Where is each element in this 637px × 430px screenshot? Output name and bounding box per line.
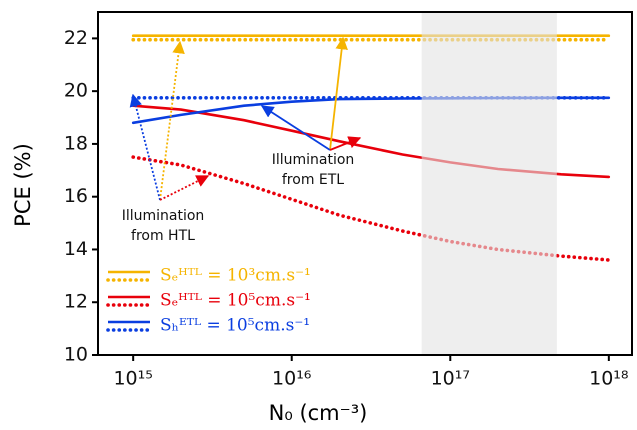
- x-tick-label: 10¹⁷: [431, 368, 470, 390]
- y-axis-label: PCE (%): [11, 143, 35, 227]
- y-tick-label: 18: [64, 132, 88, 154]
- y-tick-label: 12: [64, 291, 88, 313]
- annotation-arrows: [129, 36, 362, 201]
- legend-label: Sₑᴴᵀᴸ = 10³cm.s⁻¹: [160, 266, 311, 286]
- annotation: from HTL: [131, 228, 195, 244]
- y-tick-label: 22: [64, 27, 88, 49]
- annotation: Illumination: [272, 152, 355, 168]
- y-tick-label: 20: [64, 80, 88, 102]
- legend-label: Sₕᴱᵀᴸ = 10⁵cm.s⁻¹: [160, 316, 310, 336]
- y-tick-label: 10: [64, 344, 88, 366]
- y-tick-label: 14: [64, 238, 88, 260]
- x-tick-label: 10¹⁶: [272, 368, 311, 390]
- x-tick-label: 10¹⁸: [589, 368, 628, 390]
- x-axis-label: N₀ (cm⁻³): [269, 401, 368, 425]
- annotation: from ETL: [282, 172, 344, 188]
- axes-frame: [97, 11, 633, 356]
- x-tick-label: 10¹⁵: [113, 368, 152, 390]
- legend-label: Sₑᴴᵀᴸ = 10⁵cm.s⁻¹: [160, 291, 311, 311]
- shaded-region: [421, 12, 557, 355]
- plot-area: 10 12 14 16 18 20 22 10¹⁵ 10¹⁶ 10¹⁷ 10¹⁸ Sₑᴴᵀᴸ = 10…: [64, 11, 633, 390]
- annotation: Illumination: [122, 208, 205, 224]
- y-tick-label: 16: [64, 185, 88, 207]
